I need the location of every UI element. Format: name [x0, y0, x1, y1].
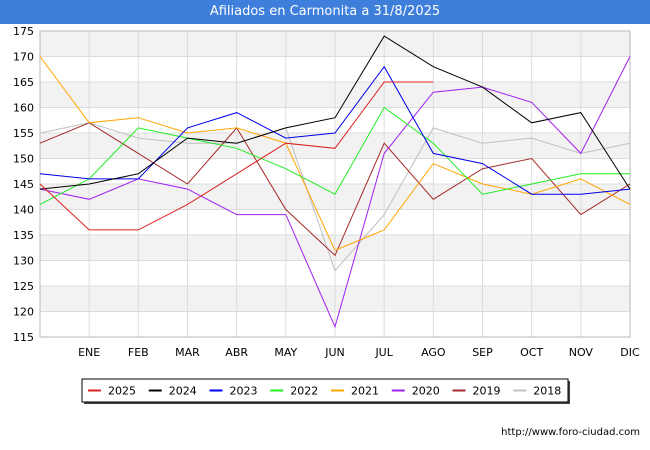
series-line-2018 [39, 122, 631, 272]
y-tick-label: 175 [13, 25, 34, 38]
y-tick-label: 160 [13, 102, 34, 115]
y-tick-label: 145 [13, 178, 34, 191]
y-tick-label: 120 [13, 306, 34, 319]
legend-label-2018: 2018 [533, 385, 561, 398]
x-tick-label: JUN [324, 346, 345, 359]
series-line-2024 [39, 35, 631, 190]
series-line-2023 [39, 65, 631, 195]
x-tick-label: ABR [225, 346, 248, 359]
y-tick-label: 155 [13, 127, 34, 140]
legend-label-2019: 2019 [473, 385, 501, 398]
x-tick-label: ENE [78, 346, 100, 359]
x-tick-label: DIC [620, 346, 640, 359]
y-axis-ticks: 115 120 125 130 135 140 145 150 155 160 165 170 175 [13, 25, 34, 344]
x-tick-label: AGO [421, 346, 446, 359]
x-tick-label: MAY [274, 346, 297, 359]
legend-label-2021: 2021 [351, 385, 379, 398]
x-tick-label: NOV [569, 346, 594, 359]
series-line-2019 [39, 122, 631, 257]
x-tick-label: MAR [175, 346, 200, 359]
x-tick-label: OCT [520, 346, 543, 359]
x-tick-label: FEB [128, 346, 149, 359]
series-line-2022 [39, 106, 630, 205]
legend: 2025 2024 2023 2022 2021 2020 2019 2018 [81, 378, 570, 404]
y-tick-label: 165 [13, 76, 34, 89]
legend-label-2025: 2025 [108, 385, 136, 398]
x-tick-label: JUL [374, 346, 393, 359]
y-tick-label: 150 [13, 153, 34, 166]
chart-title: Afiliados en Carmonita a 31/8/2025 [0, 0, 650, 24]
series-lines [39, 35, 631, 329]
y-tick-label: 135 [13, 229, 34, 242]
x-tick-label: SEP [472, 346, 493, 359]
y-tick-label: 170 [13, 51, 34, 64]
legend-label-2020: 2020 [412, 385, 440, 398]
y-tick-label: 125 [13, 280, 34, 293]
y-tick-label: 140 [13, 204, 34, 217]
legend-label-2024: 2024 [169, 385, 197, 398]
footer-url: http://www.foro-ciudad.com [501, 427, 640, 438]
legend-box [81, 378, 569, 403]
y-tick-label: 115 [13, 331, 34, 344]
x-axis-ticks: ENE FEB MAR ABR MAY JUN JUL AGO SEP OCT NOV DIC [78, 346, 640, 359]
series-line-2025 [39, 81, 434, 231]
y-tick-label: 130 [13, 255, 34, 268]
legend-label-2022: 2022 [290, 385, 318, 398]
legend-label-2023: 2023 [230, 385, 258, 398]
